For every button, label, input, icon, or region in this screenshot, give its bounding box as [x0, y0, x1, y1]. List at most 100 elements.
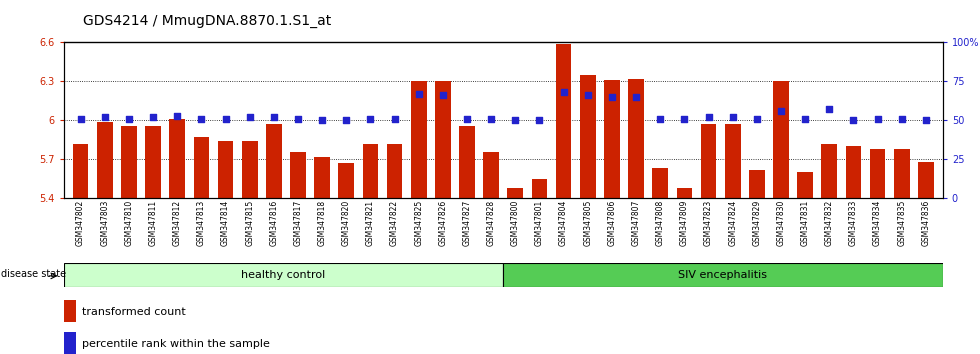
Text: percentile rank within the sample: percentile rank within the sample	[82, 338, 270, 349]
Text: GSM347825: GSM347825	[415, 200, 423, 246]
Point	[580, 93, 596, 98]
Point	[918, 118, 934, 123]
Text: GSM347803: GSM347803	[100, 200, 109, 246]
Point	[218, 116, 233, 122]
Bar	[363, 144, 378, 198]
Bar	[628, 79, 644, 198]
Text: GSM347815: GSM347815	[245, 200, 254, 246]
Bar	[676, 188, 692, 198]
Text: GSM347832: GSM347832	[825, 200, 834, 246]
Text: GSM347810: GSM347810	[124, 200, 133, 246]
Bar	[193, 137, 209, 198]
Bar	[749, 170, 764, 198]
Bar	[315, 157, 330, 198]
Point	[170, 113, 185, 119]
Bar	[242, 141, 258, 198]
Point	[290, 116, 306, 122]
Text: GSM347809: GSM347809	[680, 200, 689, 246]
Bar	[508, 188, 523, 198]
Bar	[918, 162, 934, 198]
Point	[821, 107, 837, 112]
Bar	[556, 44, 571, 198]
Text: GSM347827: GSM347827	[463, 200, 471, 246]
Bar	[604, 80, 619, 198]
Bar	[73, 144, 88, 198]
Bar	[97, 122, 113, 198]
Point	[508, 118, 523, 123]
Bar	[503, 263, 943, 287]
Point	[411, 91, 426, 97]
Text: GSM347804: GSM347804	[560, 200, 568, 246]
Text: GSM347800: GSM347800	[511, 200, 519, 246]
Point	[749, 116, 764, 122]
Text: GSM347806: GSM347806	[608, 200, 616, 246]
Point	[869, 116, 885, 122]
Bar	[411, 81, 426, 198]
Point	[531, 118, 547, 123]
Point	[604, 94, 619, 100]
Bar	[773, 81, 789, 198]
Text: SIV encephalitis: SIV encephalitis	[678, 270, 767, 280]
Point	[725, 114, 741, 120]
Text: GSM347822: GSM347822	[390, 200, 399, 246]
Text: GSM347802: GSM347802	[76, 200, 85, 246]
Bar	[290, 152, 306, 198]
Bar	[653, 169, 668, 198]
Text: GSM347818: GSM347818	[318, 200, 326, 246]
Text: GSM347816: GSM347816	[270, 200, 278, 246]
Text: GSM347808: GSM347808	[656, 200, 664, 246]
Bar	[798, 172, 813, 198]
Bar	[64, 332, 76, 354]
Point	[145, 114, 161, 120]
Bar	[218, 141, 233, 198]
Text: GSM347814: GSM347814	[221, 200, 230, 246]
Text: GSM347821: GSM347821	[366, 200, 375, 246]
Text: GSM347830: GSM347830	[776, 200, 785, 246]
Text: GSM347820: GSM347820	[342, 200, 351, 246]
Text: GSM347812: GSM347812	[172, 200, 181, 246]
Bar	[122, 126, 137, 198]
Bar	[894, 149, 909, 198]
Bar	[869, 149, 885, 198]
Text: healthy control: healthy control	[241, 270, 325, 280]
Text: disease state: disease state	[1, 268, 67, 279]
Bar	[145, 126, 161, 198]
Bar	[483, 152, 499, 198]
Point	[266, 114, 281, 120]
Point	[387, 116, 403, 122]
Point	[315, 118, 330, 123]
Point	[846, 118, 861, 123]
Point	[798, 116, 813, 122]
Text: GSM347801: GSM347801	[535, 200, 544, 246]
Point	[701, 114, 716, 120]
Bar	[580, 75, 596, 198]
Bar	[435, 81, 451, 198]
Bar	[64, 263, 503, 287]
Point	[653, 116, 668, 122]
Point	[73, 116, 88, 122]
Bar	[725, 124, 741, 198]
Bar	[170, 119, 185, 198]
Point	[556, 90, 571, 95]
Point	[363, 116, 378, 122]
Bar	[338, 163, 354, 198]
Bar	[846, 146, 861, 198]
Text: GSM347829: GSM347829	[753, 200, 761, 246]
Text: GSM347834: GSM347834	[873, 200, 882, 246]
Point	[676, 116, 692, 122]
Point	[97, 114, 113, 120]
Point	[193, 116, 209, 122]
Bar	[64, 300, 76, 322]
Bar	[701, 124, 716, 198]
Point	[483, 116, 499, 122]
Point	[242, 114, 258, 120]
Text: transformed count: transformed count	[82, 307, 185, 317]
Bar	[387, 144, 403, 198]
Text: GSM347828: GSM347828	[487, 200, 496, 246]
Text: GSM347824: GSM347824	[728, 200, 737, 246]
Text: GSM347831: GSM347831	[801, 200, 809, 246]
Text: GSM347826: GSM347826	[438, 200, 447, 246]
Point	[773, 108, 789, 114]
Text: GSM347813: GSM347813	[197, 200, 206, 246]
Text: GSM347811: GSM347811	[149, 200, 158, 246]
